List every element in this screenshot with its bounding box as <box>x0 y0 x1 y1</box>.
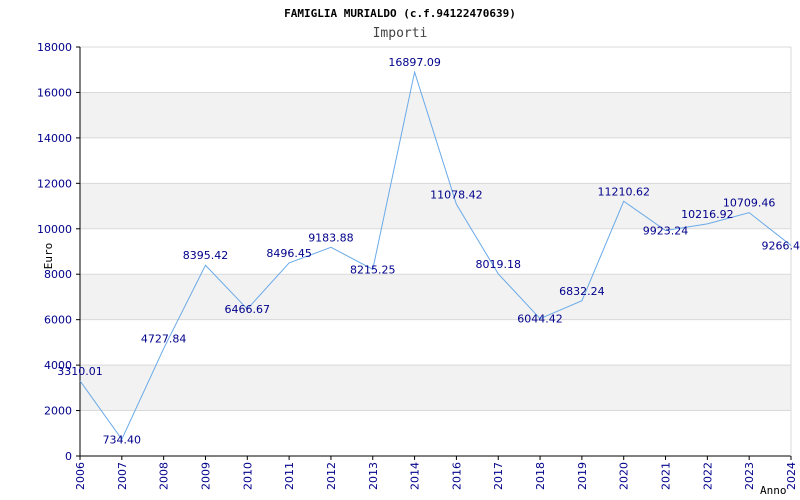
x-tick-label: 2018 <box>534 462 547 490</box>
x-axis-label: Anno <box>760 484 787 497</box>
y-tick-labels: 0 2000 4000 6000 8000 10000 12000 14000 16000 180… <box>37 41 72 463</box>
data-label: 9266.4 <box>762 239 800 252</box>
data-label: 10709.46 <box>723 197 776 210</box>
x-tick-label: 2016 <box>450 462 463 490</box>
x-tick-label: 2011 <box>283 462 296 490</box>
x-tick-label: 2007 <box>116 462 129 490</box>
x-tick-label: 2021 <box>660 462 673 490</box>
y-tick-label: 8000 <box>44 268 72 281</box>
x-tick-label: 2010 <box>241 462 254 490</box>
band <box>80 274 791 320</box>
axes <box>79 47 792 457</box>
x-tick-label: 2020 <box>618 462 631 490</box>
y-axis-label: Euro <box>42 243 55 270</box>
band <box>80 365 791 411</box>
series-line <box>79 70 792 441</box>
data-label: 16897.09 <box>388 56 441 69</box>
x-tick-label: 2022 <box>701 462 714 490</box>
data-label: 8496.45 <box>266 247 312 260</box>
x-tick-label: 2014 <box>409 462 422 490</box>
y-tick-label: 10000 <box>37 223 72 236</box>
y-tick-label: 6000 <box>44 314 72 327</box>
data-label: 6466.67 <box>225 303 271 316</box>
data-label: 11078.42 <box>430 188 483 201</box>
data-label: 4727.84 <box>141 333 187 346</box>
x-tick-label: 2008 <box>158 462 171 490</box>
data-labels: 3310.01 734.40 4727.84 8395.42 6466.67 8496.4… <box>57 56 800 446</box>
x-tick-label: 2006 <box>74 462 87 490</box>
y-tick-label: 16000 <box>37 86 72 99</box>
x-tick-labels: 2006 2007 2008 2009 2010 2011 2012 2013 2014 2016… <box>74 456 798 490</box>
x-tick-label: 2017 <box>492 462 505 490</box>
y-tick-label: 12000 <box>37 177 72 190</box>
x-tick-label: 2024 <box>785 462 798 490</box>
chart-subtitle: Importi <box>373 26 428 41</box>
y-tick-label: 18000 <box>37 41 72 54</box>
x-tick-label: 2019 <box>576 462 589 490</box>
data-label: 6044.42 <box>517 313 563 326</box>
data-label: 8019.18 <box>475 258 521 271</box>
data-label: 8215.25 <box>350 263 396 276</box>
chart-title: FAMIGLIA MURIALDO (c.f.94122470639) <box>284 7 516 20</box>
x-tick-label: 2023 <box>743 462 756 490</box>
band <box>80 183 791 229</box>
band <box>80 92 791 138</box>
y-tick-label: 4000 <box>44 359 72 372</box>
x-tick-label: 2013 <box>367 462 380 490</box>
data-label: 11210.62 <box>597 185 650 198</box>
data-label: 8395.42 <box>183 249 229 262</box>
x-tick-label: 2009 <box>199 462 212 490</box>
y-tick-label: 14000 <box>37 132 72 145</box>
data-label: 9183.88 <box>308 231 354 244</box>
data-label: 734.40 <box>103 433 142 446</box>
data-label: 10216.92 <box>681 208 734 221</box>
data-label: 9923.24 <box>643 225 689 238</box>
background-bands <box>80 92 791 411</box>
x-tick-label: 2012 <box>325 462 338 490</box>
data-label: 6832.24 <box>559 285 605 298</box>
y-tick-label: 0 <box>65 450 72 463</box>
data-label: 3310.01 <box>57 365 103 378</box>
y-tick-label: 2000 <box>44 405 72 418</box>
